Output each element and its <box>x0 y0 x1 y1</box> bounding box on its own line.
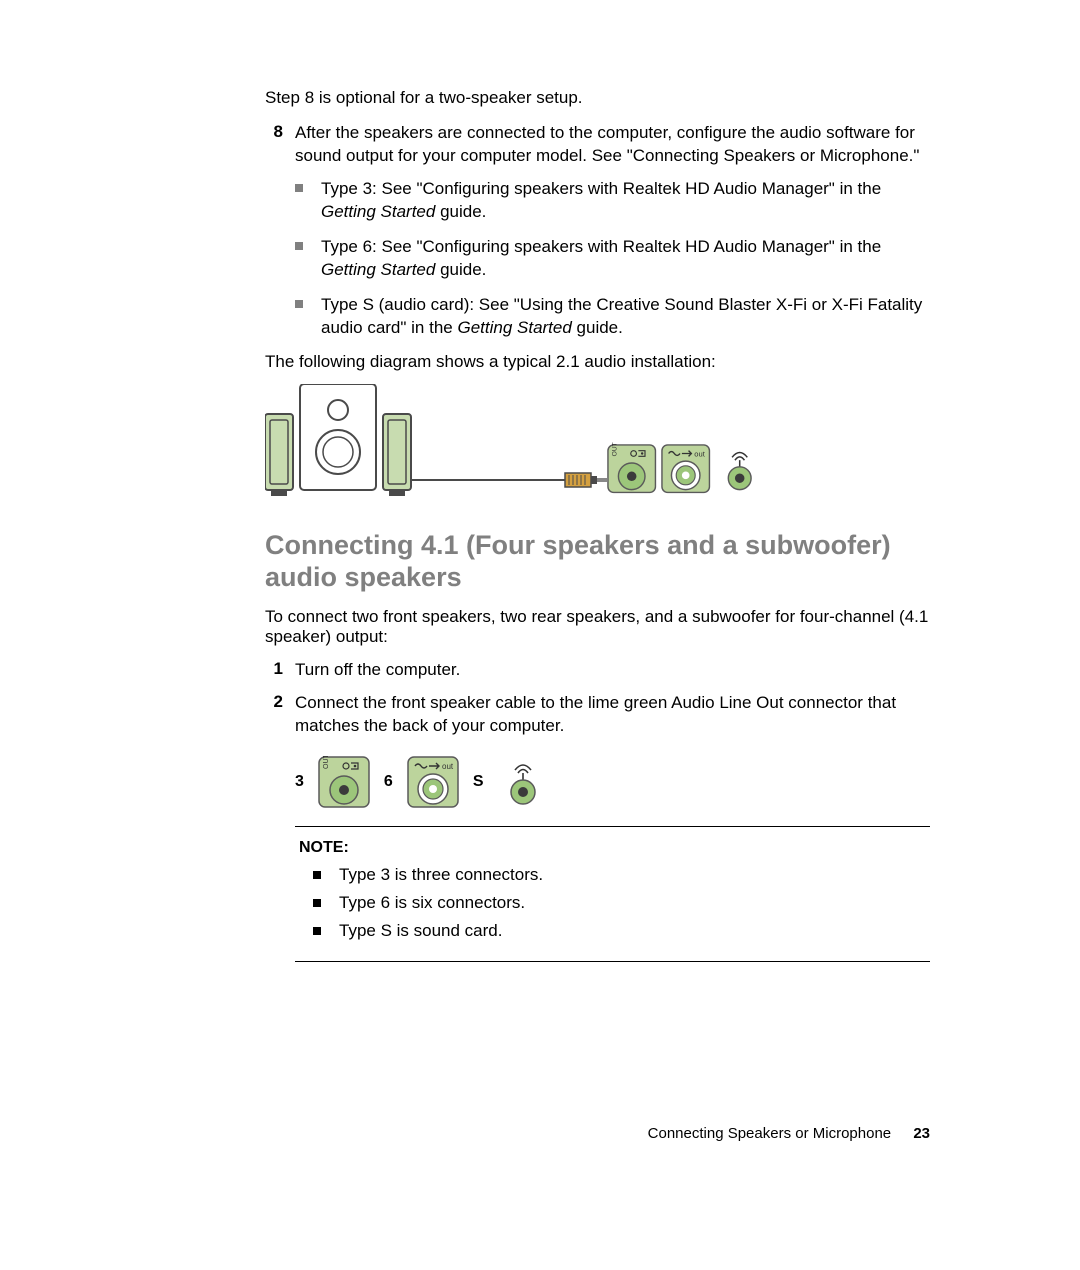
step-number: 1 <box>265 659 295 682</box>
note-item: Type 6 is six connectors. <box>313 893 930 913</box>
step-number: 8 <box>265 122 295 168</box>
note-text: Type 3 is three connectors. <box>339 865 543 885</box>
footer-section: Connecting Speakers or Microphone <box>648 1125 891 1142</box>
step-2: 2 Connect the front speaker cable to the… <box>265 692 930 738</box>
connector-type-3-icon: OUT <box>318 756 370 808</box>
note-title: NOTE: <box>299 839 930 857</box>
svg-text:OUT: OUT <box>612 442 619 456</box>
page-footer: Connecting Speakers or Microphone 23 <box>648 1125 930 1142</box>
step-8-bullets: Type 3: See "Configuring speakers with R… <box>295 178 930 340</box>
note-section: NOTE: Type 3 is three connectors. Type 6… <box>295 826 930 962</box>
bullet-item: Type S (audio card): See "Using the Crea… <box>295 294 930 340</box>
connector-row: 3 OUT 6 out S <box>295 756 930 808</box>
bullet-item: Type 6: See "Configuring speakers with R… <box>295 236 930 282</box>
connector-type-6-icon: out <box>407 756 459 808</box>
bullet-text: Type 3: See "Configuring speakers with R… <box>321 178 930 224</box>
step-number: 2 <box>265 692 295 738</box>
bullet-icon <box>313 871 321 879</box>
bullet-text: Type S (audio card): See "Using the Crea… <box>321 294 930 340</box>
step-text: After the speakers are connected to the … <box>295 122 930 168</box>
note-text: Type 6 is six connectors. <box>339 893 525 913</box>
bullet-icon <box>313 899 321 907</box>
bullet-item: Type 3: See "Configuring speakers with R… <box>295 178 930 224</box>
conn-label-3: 3 <box>295 773 304 791</box>
conn-label-6: 6 <box>384 773 393 791</box>
step-text: Connect the front speaker cable to the l… <box>295 692 930 738</box>
svg-text:out: out <box>442 762 454 771</box>
conn-label-s: S <box>473 773 484 791</box>
bullet-icon <box>295 300 303 308</box>
note-item: Type S is sound card. <box>313 921 930 941</box>
diagram-caption: The following diagram shows a typical 2.… <box>265 352 930 372</box>
intro-line: Step 8 is optional for a two-speaker set… <box>265 88 930 108</box>
bullet-icon <box>295 184 303 192</box>
svg-text:out: out <box>694 449 705 458</box>
connector-type-s-icon <box>497 756 549 808</box>
svg-text:OUT: OUT <box>323 756 330 769</box>
bullet-text: Type 6: See "Configuring speakers with R… <box>321 236 930 282</box>
bullet-icon <box>313 927 321 935</box>
step-1: 1 Turn off the computer. <box>265 659 930 682</box>
lead-paragraph: To connect two front speakers, two rear … <box>265 607 930 647</box>
step-8: 8 After the speakers are connected to th… <box>265 122 930 168</box>
step-text: Turn off the computer. <box>295 659 460 682</box>
page-number: 23 <box>913 1125 930 1142</box>
note-text: Type S is sound card. <box>339 921 502 941</box>
diagram-2.1: OUT out <box>265 384 930 505</box>
note-item: Type 3 is three connectors. <box>313 865 930 885</box>
section-heading: Connecting 4.1 (Four speakers and a subw… <box>265 529 930 594</box>
bullet-icon <box>295 242 303 250</box>
